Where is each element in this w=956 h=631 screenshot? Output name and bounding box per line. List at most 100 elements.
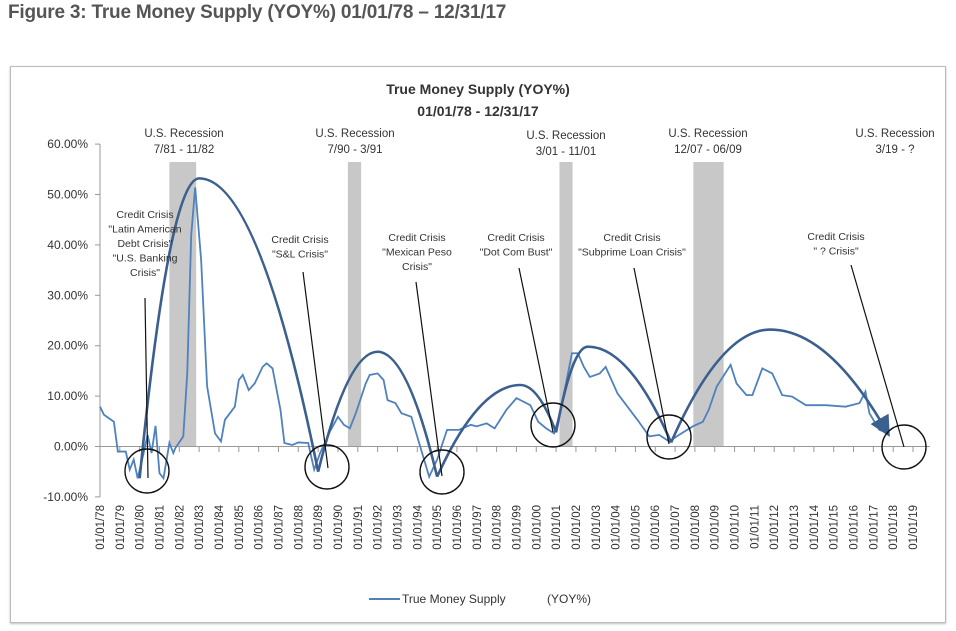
y-tick-label: 0.00%	[54, 440, 88, 454]
credit-crisis-label: Credit Crisis	[603, 232, 660, 244]
y-tick-label: 30.00%	[47, 288, 88, 302]
x-tick-label: 01/01/12	[769, 505, 781, 550]
x-tick-label: 01/01/84	[214, 504, 226, 549]
recession-dates: 3/01 - 11/01	[536, 146, 597, 158]
x-tick-label: 01/01/89	[313, 505, 325, 550]
x-tick-label: 01/01/04	[611, 504, 623, 549]
recession-band	[693, 162, 724, 447]
x-tick-label: 01/01/94	[412, 504, 424, 549]
x-tick-label: 01/01/14	[809, 504, 821, 549]
recession-label: U.S. Recession	[315, 128, 394, 140]
x-tick-label: 01/01/97	[472, 505, 484, 550]
crisis-circle	[881, 424, 927, 470]
credit-crisis-label: "Subprime Loan Crisis"	[578, 247, 686, 259]
recession-band	[169, 162, 197, 447]
credit-crisis-label: " ? Crisis"	[813, 246, 859, 258]
x-tick-label: 01/01/08	[690, 505, 702, 550]
trend-arc	[435, 383, 558, 478]
recession-dates: 12/07 - 06/09	[674, 144, 742, 156]
chart-title: True Money Supply (YOY%)	[386, 81, 570, 97]
x-tick-label: 01/01/96	[452, 505, 464, 550]
x-tick-label: 01/01/99	[511, 505, 523, 550]
credit-crisis-label: Debt Crisis"	[117, 238, 172, 250]
callout-line	[850, 264, 905, 448]
credit-crisis-label: Credit Crisis	[271, 234, 328, 246]
crisis-circle	[419, 449, 465, 495]
legend-suffix: (YOY%)	[547, 592, 591, 606]
x-tick-label: 01/01/87	[273, 505, 285, 550]
credit-crisis-label: Crisis"	[402, 261, 432, 273]
x-tick-label: 01/01/10	[730, 505, 742, 550]
y-tick-label: 50.00%	[47, 188, 88, 202]
chart-container	[10, 66, 946, 623]
x-tick-label: 01/01/90	[333, 505, 345, 550]
credit-crisis-label: "Latin American	[108, 224, 181, 236]
crisis-circle	[124, 448, 170, 494]
x-tick-label: 01/01/79	[115, 505, 127, 550]
x-tick-label: 01/01/93	[392, 505, 404, 550]
x-tick-label: 01/01/95	[432, 505, 444, 550]
recession-label: U.S. Recession	[144, 128, 223, 140]
y-tick-label: -10.00%	[43, 490, 88, 504]
recession-dates: 7/90 - 3/91	[328, 144, 383, 156]
credit-crisis-label: Credit Crisis	[388, 232, 445, 244]
credit-crisis-label: Credit Crisis	[487, 232, 544, 244]
crisis-circle	[646, 414, 692, 460]
trend-arc	[316, 350, 439, 478]
x-tick-label: 01/01/92	[373, 505, 385, 550]
credit-crisis-label: "Dot Com Bust"	[480, 247, 553, 259]
x-tick-label: 01/01/82	[174, 505, 186, 550]
credit-crisis-label: "S&L Crisis"	[272, 249, 328, 261]
credit-crisis-label: Crisis"	[130, 267, 160, 279]
y-tick-label: 60.00%	[47, 137, 88, 151]
credit-crisis-label: Credit Crisis	[116, 209, 173, 221]
callout-line	[144, 297, 149, 479]
callout-line	[633, 267, 670, 445]
trend-arc	[554, 345, 673, 443]
x-tick-label: 01/01/86	[254, 505, 266, 550]
credit-crisis-label: Credit Crisis	[807, 231, 864, 243]
recession-label: U.S. Recession	[668, 128, 747, 140]
x-tick-label: 01/01/09	[710, 505, 722, 550]
x-tick-label: 01/01/11	[749, 505, 761, 549]
true-money-supply-line	[99, 187, 890, 481]
x-tick-label: 01/01/13	[789, 505, 801, 550]
x-tick-label: 01/01/17	[868, 505, 880, 550]
x-tick-label: 01/01/00	[531, 505, 543, 550]
x-tick-label: 01/01/91	[353, 505, 365, 550]
recession-dates: 7/81 - 11/82	[154, 144, 215, 156]
x-tick-label: 01/01/85	[234, 505, 246, 550]
x-tick-label: 01/01/03	[591, 505, 603, 550]
credit-crisis-label: "Mexican Peso	[382, 247, 452, 259]
x-tick-label: 01/01/07	[670, 505, 682, 550]
y-tick-label: 40.00%	[47, 238, 88, 252]
x-tick-label: 01/01/01	[551, 505, 563, 550]
callout-line	[302, 271, 329, 469]
x-tick-label: 01/01/80	[135, 505, 147, 550]
page-title: Figure 3: True Money Supply (YOY%) 01/01…	[8, 2, 507, 23]
recession-dates: 3/19 - ?	[876, 144, 915, 156]
recession-label: U.S. Recession	[526, 130, 605, 142]
y-tick-label: 20.00%	[47, 339, 88, 353]
x-tick-label: 01/01/02	[571, 505, 583, 550]
legend: True Money Supply (YOY%)	[369, 592, 591, 606]
crisis-circle	[304, 444, 350, 490]
x-tick-label: 01/01/15	[829, 505, 841, 550]
crisis-circle	[530, 402, 576, 448]
x-tick-label: 01/01/06	[650, 505, 662, 550]
x-tick-label: 01/01/05	[630, 505, 642, 550]
trend-arc	[669, 328, 890, 443]
x-tick-label: 01/01/98	[492, 505, 504, 550]
x-tick-label: 01/01/81	[154, 505, 166, 550]
x-tick-label: 01/01/19	[908, 505, 920, 550]
x-tick-label: 01/01/18	[888, 505, 900, 550]
x-tick-label: 01/01/16	[849, 505, 861, 550]
x-tick-label: 01/01/83	[194, 505, 206, 550]
recession-label: U.S. Recession	[855, 128, 934, 140]
x-tick-label: 01/01/78	[95, 505, 107, 550]
callout-line	[415, 281, 443, 477]
legend-label: True Money Supply	[402, 592, 506, 606]
callout-line	[518, 267, 554, 433]
x-tick-label: 01/01/88	[293, 505, 305, 550]
